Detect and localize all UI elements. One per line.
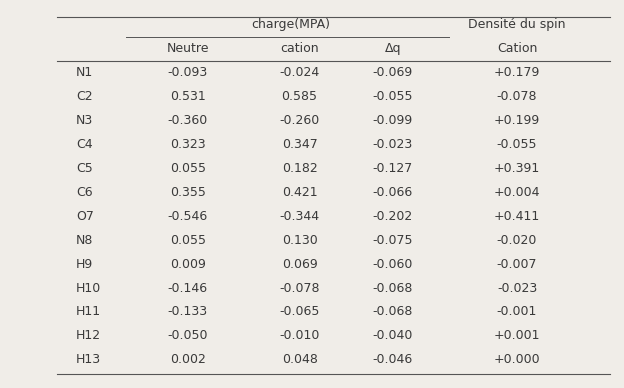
Text: 0.355: 0.355 xyxy=(170,186,206,199)
Text: -0.024: -0.024 xyxy=(280,66,319,79)
Text: 0.421: 0.421 xyxy=(282,186,318,199)
Text: -0.055: -0.055 xyxy=(497,138,537,151)
Text: Densité du spin: Densité du spin xyxy=(468,18,566,31)
Text: -0.046: -0.046 xyxy=(373,353,413,366)
Text: 0.585: 0.585 xyxy=(281,90,318,103)
Text: -0.020: -0.020 xyxy=(497,234,537,247)
Text: -0.007: -0.007 xyxy=(497,258,537,270)
Text: 0.069: 0.069 xyxy=(281,258,318,270)
Text: 0.055: 0.055 xyxy=(170,234,206,247)
Text: H13: H13 xyxy=(76,353,101,366)
Text: +0.004: +0.004 xyxy=(494,186,540,199)
Text: -0.023: -0.023 xyxy=(497,282,537,294)
Text: -0.146: -0.146 xyxy=(168,282,208,294)
Text: +0.411: +0.411 xyxy=(494,210,540,223)
Text: Δq: Δq xyxy=(384,42,401,55)
Text: -0.023: -0.023 xyxy=(373,138,413,151)
Text: -0.065: -0.065 xyxy=(280,305,319,319)
Text: 0.002: 0.002 xyxy=(170,353,206,366)
Text: 0.130: 0.130 xyxy=(281,234,318,247)
Text: +0.199: +0.199 xyxy=(494,114,540,127)
Text: C6: C6 xyxy=(76,186,92,199)
Text: -0.068: -0.068 xyxy=(373,305,413,319)
Text: charge(MPA): charge(MPA) xyxy=(251,18,329,31)
Text: -0.360: -0.360 xyxy=(168,114,208,127)
Text: -0.075: -0.075 xyxy=(373,234,413,247)
Text: N8: N8 xyxy=(76,234,94,247)
Text: H10: H10 xyxy=(76,282,101,294)
Text: -0.260: -0.260 xyxy=(280,114,319,127)
Text: H12: H12 xyxy=(76,329,101,342)
Text: -0.546: -0.546 xyxy=(168,210,208,223)
Text: Neutre: Neutre xyxy=(167,42,209,55)
Text: H9: H9 xyxy=(76,258,93,270)
Text: -0.344: -0.344 xyxy=(280,210,319,223)
Text: 0.531: 0.531 xyxy=(170,90,206,103)
Text: -0.001: -0.001 xyxy=(497,305,537,319)
Text: 0.323: 0.323 xyxy=(170,138,205,151)
Text: -0.078: -0.078 xyxy=(280,282,320,294)
Text: C2: C2 xyxy=(76,90,92,103)
Text: 0.009: 0.009 xyxy=(170,258,206,270)
Text: -0.078: -0.078 xyxy=(497,90,537,103)
Text: -0.099: -0.099 xyxy=(373,114,413,127)
Text: -0.202: -0.202 xyxy=(373,210,413,223)
Text: N3: N3 xyxy=(76,114,93,127)
Text: cation: cation xyxy=(280,42,319,55)
Text: H11: H11 xyxy=(76,305,101,319)
Text: -0.133: -0.133 xyxy=(168,305,208,319)
Text: -0.060: -0.060 xyxy=(373,258,413,270)
Text: Cation: Cation xyxy=(497,42,537,55)
Text: 0.048: 0.048 xyxy=(281,353,318,366)
Text: -0.040: -0.040 xyxy=(373,329,413,342)
Text: O7: O7 xyxy=(76,210,94,223)
Text: -0.010: -0.010 xyxy=(280,329,319,342)
Text: -0.068: -0.068 xyxy=(373,282,413,294)
Text: C5: C5 xyxy=(76,162,93,175)
Text: -0.093: -0.093 xyxy=(168,66,208,79)
Text: +0.000: +0.000 xyxy=(494,353,540,366)
Text: 0.055: 0.055 xyxy=(170,162,206,175)
Text: -0.069: -0.069 xyxy=(373,66,413,79)
Text: 0.347: 0.347 xyxy=(281,138,318,151)
Text: -0.066: -0.066 xyxy=(373,186,413,199)
Text: -0.050: -0.050 xyxy=(167,329,208,342)
Text: +0.391: +0.391 xyxy=(494,162,540,175)
Text: -0.055: -0.055 xyxy=(373,90,413,103)
Text: 0.182: 0.182 xyxy=(281,162,318,175)
Text: N1: N1 xyxy=(76,66,93,79)
Text: +0.001: +0.001 xyxy=(494,329,540,342)
Text: C4: C4 xyxy=(76,138,92,151)
Text: +0.179: +0.179 xyxy=(494,66,540,79)
Text: -0.127: -0.127 xyxy=(373,162,413,175)
